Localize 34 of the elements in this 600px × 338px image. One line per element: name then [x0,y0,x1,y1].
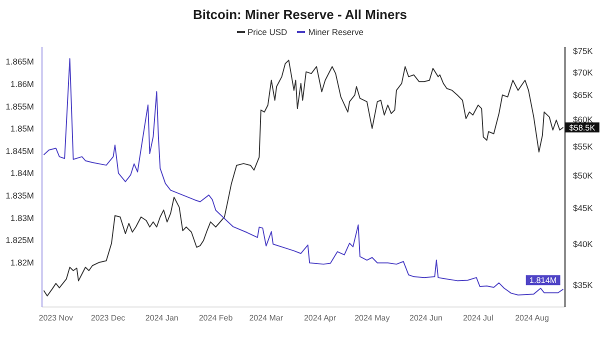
y2-tick-label: $45K [573,203,594,213]
x-tick-label: 2024 Feb [198,314,234,323]
x-tick-label: 2024 Jan [145,314,178,323]
y-tick-label: 1.855M [6,101,34,112]
legend-label: Price USD [248,27,288,37]
y2-tick-label: $70K [573,67,594,78]
x-tick-label: 2024 May [354,314,390,323]
y-tick-label: 1.85M [10,124,34,134]
y2-tick-label: $40K [573,239,594,250]
legend-label: Miner Reserve [308,27,364,37]
data-label: $58.5K [569,123,596,132]
y2-tick-label: $60K [573,114,594,125]
y-tick-label: 1.825M [6,235,34,246]
x-tick-label: 2024 Apr [304,314,336,323]
x-tick-label: 2023 Nov [38,314,74,323]
chart-title: Bitcoin: Miner Reserve - All Miners [192,7,408,22]
y-tick-label: 1.845M [6,146,34,156]
y2-tick-label: $35K [573,280,594,290]
y-tick-label: 1.84M [10,168,34,178]
x-tick-label: 2024 Jul [463,314,494,323]
y2-tick-label: $55K [573,141,594,152]
x-tick-label: 2024 Jun [410,314,442,323]
y-tick-label: 1.83M [10,212,34,223]
x-tick-label: 2023 Dec [90,314,126,323]
x-tick-label: 2024 Mar [249,314,284,323]
data-label: 1.814M [529,276,557,286]
y2-tick-label: $50K [573,170,594,181]
y2-tick-label: $75K [573,46,594,56]
x-tick-label: 2024 Aug [515,314,549,323]
y-tick-label: 1.865M [6,56,34,67]
y-tick-label: 1.86M [10,79,34,90]
y-tick-label: 1.835M [6,190,34,201]
y-tick-label: 1.82M [10,257,34,268]
y2-tick-label: $65K [573,90,594,100]
